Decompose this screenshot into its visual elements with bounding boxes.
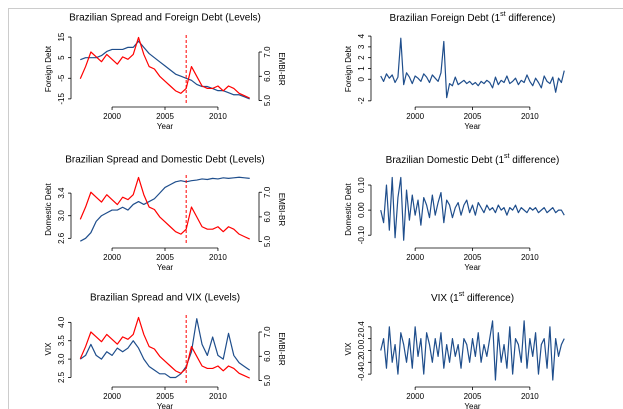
y-tick-label: -2 xyxy=(357,97,366,105)
y-tick-label: 4.0 xyxy=(57,316,66,328)
y-tick-label: 0.4 xyxy=(357,321,366,333)
x-tick-label: 2000 xyxy=(406,253,424,262)
x-axis-label: Year xyxy=(464,402,481,409)
y-tick-label: 1 xyxy=(357,66,366,71)
y2-axis-label: EMBI-BR xyxy=(277,193,286,227)
y-tick-label: -5 xyxy=(57,74,66,82)
y2-tick-label: 5.0 xyxy=(263,235,272,247)
title-part: difference) xyxy=(506,13,556,24)
series-line xyxy=(380,320,565,381)
x-tick-label: 2000 xyxy=(103,392,121,401)
y-axis-label: Domestic Debt xyxy=(44,182,53,235)
x-tick-label: 2010 xyxy=(209,112,227,121)
x-tick-label: 2005 xyxy=(156,392,174,401)
y2-tick-label: 6.0 xyxy=(263,70,272,82)
y-tick-label: 3.0 xyxy=(57,353,66,365)
x-tick-label: 2000 xyxy=(406,112,424,121)
y-tick-label: 3.4 xyxy=(57,187,66,199)
x-axis-label: Year xyxy=(157,263,174,272)
title-part: difference) xyxy=(509,155,559,166)
series-line xyxy=(380,176,565,241)
series-line xyxy=(79,176,250,240)
y2-axis-label: EMBI-BR xyxy=(277,332,286,366)
x-tick-label: 2000 xyxy=(103,112,121,121)
chart-title: Brazilian Spread and VIX (Levels) xyxy=(90,293,240,304)
x-tick-label: 2005 xyxy=(156,253,174,262)
x-tick-label: 2010 xyxy=(209,392,227,401)
y-tick-label: -0.10 xyxy=(357,226,366,245)
y-tick-label: 2 xyxy=(357,55,366,60)
x-tick-label: 2010 xyxy=(521,112,539,121)
y-tick-label: -0.2 xyxy=(357,355,366,369)
x-tick-label: 2005 xyxy=(464,392,482,401)
x-tick-label: 2005 xyxy=(464,253,482,262)
x-tick-label: 2010 xyxy=(209,253,227,262)
y2-tick-label: 7.0 xyxy=(263,186,272,198)
chart-title: Brazilian Domestic Debt (1st difference) xyxy=(386,153,560,165)
x-tick-label: 2000 xyxy=(103,253,121,262)
y-axis-label: VIX xyxy=(344,342,353,356)
x-tick-label: 2005 xyxy=(156,112,174,121)
x-axis-label: Year xyxy=(464,263,481,272)
y-axis-label: Domestic Debt xyxy=(344,182,353,235)
title-part: difference) xyxy=(464,293,514,304)
y2-tick-label: 7.0 xyxy=(263,326,272,338)
y2-tick-label: 6.0 xyxy=(263,211,272,223)
frame xyxy=(8,8,623,409)
chart-title: Brazilian Spread and Foreign Debt (Level… xyxy=(69,13,261,24)
y-axis-label: VIX xyxy=(44,342,53,356)
title-part: st xyxy=(504,153,510,160)
y-tick-label: 3.0 xyxy=(57,210,66,222)
y-tick-label: -0.4 xyxy=(357,367,366,381)
series-line xyxy=(79,318,251,379)
series-line xyxy=(80,176,250,242)
y2-tick-label: 5.0 xyxy=(263,374,272,386)
y-tick-label: 0.0 xyxy=(357,344,366,356)
y-tick-label: 2.6 xyxy=(57,232,66,244)
x-axis-label: Year xyxy=(464,122,481,131)
series-line xyxy=(79,316,250,379)
x-tick-label: 2010 xyxy=(521,253,539,262)
y-tick-label: 0.00 xyxy=(357,202,366,218)
series-line xyxy=(380,37,565,99)
y-axis-label: Foreign Debt xyxy=(344,45,353,92)
y-tick-label: 5 xyxy=(57,55,66,60)
x-tick-label: 2005 xyxy=(464,112,482,121)
y-tick-label: 2.5 xyxy=(57,371,66,383)
title-part: st xyxy=(459,291,465,298)
y-tick-label: 0 xyxy=(357,76,366,81)
chart-title: Brazilian Spread and Domestic Debt (Leve… xyxy=(65,155,265,166)
y2-tick-label: 5.0 xyxy=(263,94,272,106)
y-tick-label: -15 xyxy=(57,93,66,105)
chart-title: Brazilian Foreign Debt (1st difference) xyxy=(390,11,556,23)
title-part: VIX (1 xyxy=(431,293,459,304)
title-part: st xyxy=(500,11,506,18)
y-axis-label: Foreign Debt xyxy=(44,45,53,92)
y-tick-label: 15 xyxy=(57,32,66,41)
y2-axis-label: EMBI-BR xyxy=(277,52,286,86)
y2-tick-label: 6.0 xyxy=(263,350,272,362)
x-axis-label: Year xyxy=(157,402,174,409)
y2-tick-label: 7.0 xyxy=(263,46,272,58)
y-tick-label: 3 xyxy=(357,44,366,49)
y-tick-label: 4 xyxy=(357,33,366,38)
y-tick-label: 0.10 xyxy=(357,177,366,193)
title-part: Brazilian Domestic Debt (1 xyxy=(386,155,505,166)
title-part: Brazilian Foreign Debt (1 xyxy=(390,13,501,24)
y-tick-label: 3.5 xyxy=(57,335,66,347)
chart-title: VIX (1st difference) xyxy=(431,291,514,303)
x-tick-label: 2000 xyxy=(406,392,424,401)
series-line xyxy=(80,40,250,100)
x-axis-label: Year xyxy=(157,122,174,131)
series-line xyxy=(79,36,250,99)
x-tick-label: 2010 xyxy=(521,392,539,401)
y-tick-label: 0.2 xyxy=(357,333,366,345)
